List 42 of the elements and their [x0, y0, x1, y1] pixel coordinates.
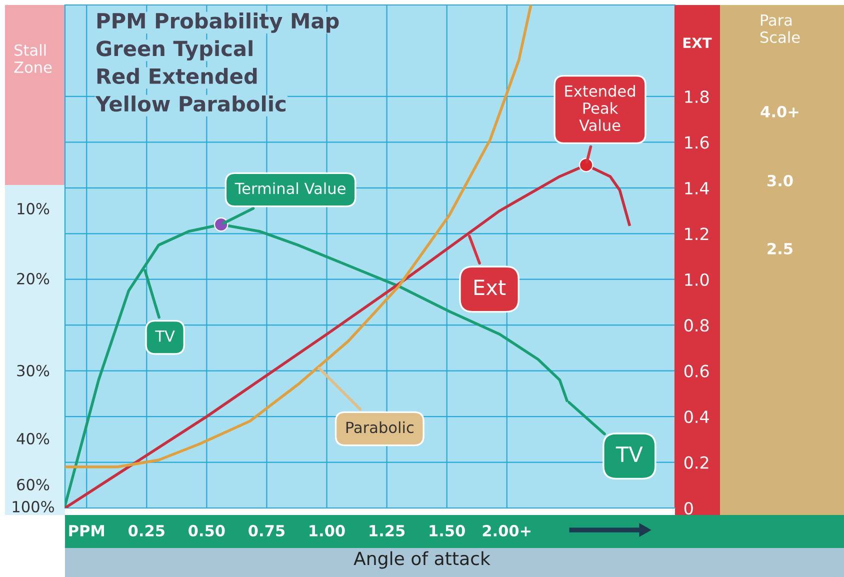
x-tick-label: 2.00+ — [482, 524, 531, 536]
annotation: Ext — [474, 280, 506, 295]
y-tick-label: 1.4 — [685, 182, 709, 194]
x-tick-label: 1.25 — [370, 524, 405, 536]
annotation: TV — [155, 330, 175, 342]
x-tick-label: 0.50 — [188, 524, 225, 536]
y-axis-title: EXT — [683, 38, 712, 48]
x-axis-title: Angle of attack — [354, 551, 490, 569]
y-tick-label: 0.4 — [684, 410, 709, 424]
text: 4.0+ — [760, 106, 798, 118]
x-tick-label: PPM — [69, 525, 104, 536]
text: 100% — [12, 500, 54, 512]
y-tick-label: 1.2 — [685, 228, 708, 240]
y-tick-label: 1.8 — [685, 90, 709, 104]
text: 30% — [17, 364, 50, 376]
y-tick-label: 1.0 — [685, 273, 709, 286]
y-tick-label: 0.6 — [684, 364, 709, 378]
text: 2.5 — [768, 242, 792, 254]
y-tick-label: 0.2 — [684, 456, 708, 469]
annotation: Terminal Value — [234, 182, 346, 194]
x-tick-label: 1.00 — [310, 524, 345, 536]
x-tick-label: 0.25 — [128, 524, 164, 536]
x-tick-label: 1.50 — [430, 524, 465, 536]
text: 3.0 — [767, 174, 793, 186]
chart-title: PPM Probability Map — [97, 12, 339, 33]
annotation: Green Typical — [96, 40, 252, 61]
annotation: Red Extended — [97, 68, 257, 84]
x-tick-label: 0.75 — [248, 524, 285, 536]
text: 20% — [17, 272, 50, 284]
y-tick-label: 0 — [684, 502, 693, 515]
annotation: TV — [616, 446, 643, 462]
annotation: Yellow Parabolic — [95, 96, 286, 112]
text: Stall Zone — [14, 44, 52, 73]
y-tick-label: 0.8 — [684, 319, 709, 332]
text: 10% — [18, 202, 50, 214]
text: 40% — [16, 432, 50, 444]
text: Para Scale — [760, 14, 800, 43]
line-series — [65, 5, 532, 468]
y-tick-label: 1.6 — [685, 136, 709, 149]
annotation: Extended Peak Value — [565, 84, 635, 132]
annotation: Parabolic — [346, 421, 414, 434]
text: 60% — [17, 478, 50, 490]
